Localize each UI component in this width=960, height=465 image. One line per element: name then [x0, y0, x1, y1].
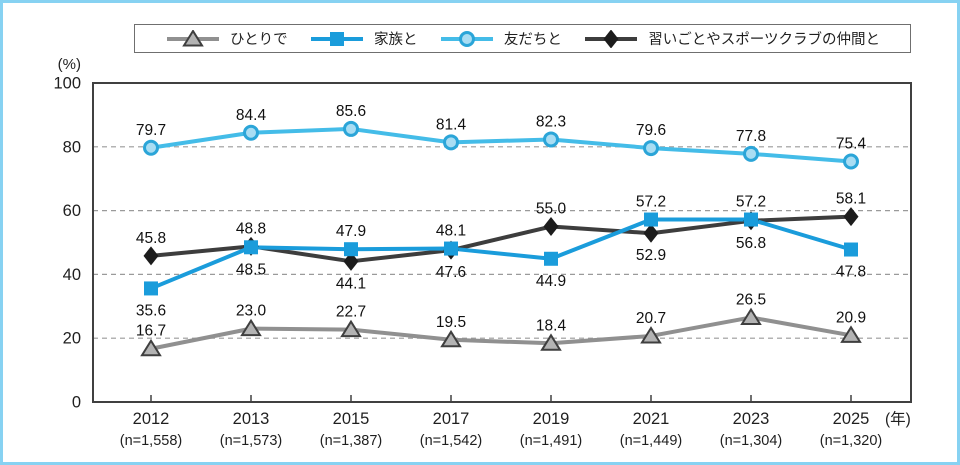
data-label: 22.7	[336, 304, 366, 321]
x-axis-labels: 2012 (n=1,558) 2013 (n=1,573) 2015 (n=1,387) 2…	[120, 395, 911, 449]
data-label: 48.8	[236, 220, 266, 237]
x-tick-n-label: (n=1,320)	[820, 433, 882, 449]
circle-marker-icon	[440, 30, 493, 47]
series-family-line	[150, 217, 852, 291]
gridlines	[93, 146, 911, 339]
data-label: 79.6	[636, 122, 666, 139]
legend-label: 友だちと	[503, 32, 562, 48]
series-family-value-labels: 35.6 48.5 47.9 48.1 44.9 57.2 57.2 47.8	[136, 194, 866, 320]
y-tick-label: 80	[63, 138, 81, 156]
series-alone-markers	[140, 307, 862, 357]
data-label: 81.4	[436, 116, 467, 133]
series-alone-value-labels: 16.7 23.0 22.7 19.5 18.4 20.7 26.5 20.9	[136, 291, 866, 339]
data-label: 47.6	[436, 264, 466, 281]
legend: ひとりで 家族と 友だちと 習いごとやスポーツクラブの仲間と	[134, 24, 911, 53]
data-label: 48.5	[236, 261, 266, 278]
y-axis-labels: 100 80 60 40 20 0	[53, 75, 81, 412]
triangle-marker-icon	[167, 29, 219, 46]
y-tick-label: 20	[63, 330, 81, 348]
y-tick-label: 60	[63, 202, 81, 220]
data-label: 20.7	[636, 310, 666, 327]
data-label: 77.8	[736, 128, 766, 145]
data-label: 18.4	[536, 317, 567, 334]
y-tick-label: 100	[53, 75, 81, 93]
legend-item-friends: 友だちと	[439, 28, 562, 49]
y-axis-unit-label: (%)	[58, 56, 81, 73]
y-tick-label: 0	[72, 394, 81, 412]
x-tick-year-label: 2021	[633, 410, 670, 428]
x-tick-year-label: 2025	[833, 410, 870, 428]
data-label: 55.0	[536, 201, 567, 218]
data-label: 47.9	[336, 223, 366, 240]
data-label: 19.5	[436, 314, 466, 331]
data-label: 26.5	[736, 291, 766, 308]
data-label: 56.8	[736, 235, 766, 252]
series-family-markers	[144, 212, 858, 296]
x-tick-n-label: (n=1,387)	[320, 433, 382, 449]
data-label: 44.9	[536, 273, 566, 290]
series-friends-markers	[143, 120, 859, 170]
x-tick-year-label: 2017	[433, 410, 470, 428]
data-label: 45.8	[136, 230, 166, 247]
data-label: 85.6	[336, 103, 366, 120]
x-tick-year-label: 2023	[733, 410, 770, 428]
x-tick-year-label: 2019	[533, 410, 570, 428]
data-label: 35.6	[136, 302, 166, 319]
legend-item-family: 家族と	[309, 28, 418, 49]
x-tick-year-label: 2013	[233, 410, 270, 428]
x-axis-unit-label: (年)	[885, 410, 911, 428]
data-label: 57.2	[736, 194, 766, 211]
data-label: 79.7	[136, 122, 166, 139]
x-tick-n-label: (n=1,491)	[520, 433, 582, 449]
square-marker-icon	[310, 31, 363, 46]
y-tick-label: 40	[63, 266, 81, 284]
series-alone-line	[150, 315, 852, 351]
legend-label: 家族と	[373, 32, 418, 48]
x-tick-n-label: (n=1,542)	[420, 433, 482, 449]
series-friends-value-labels: 79.7 84.4 85.6 81.4 82.3 79.6 77.8 75.4	[136, 103, 867, 153]
x-tick-n-label: (n=1,449)	[620, 433, 682, 449]
legend-label: 習いごとやスポーツクラブの仲間と	[648, 32, 880, 48]
data-label: 16.7	[136, 323, 166, 340]
data-label: 58.1	[836, 191, 866, 208]
series-friends-line	[150, 126, 852, 164]
x-tick-n-label: (n=1,304)	[720, 433, 782, 449]
legend-item-club-friends: 習いごとやスポーツクラブの仲間と	[583, 28, 880, 49]
data-label: 47.8	[836, 264, 866, 281]
series-club-friends-value-labels: 45.8 48.8 44.1 47.6 55.0 52.9 56.8 58.1	[136, 191, 866, 293]
x-tick-n-label: (n=1,573)	[220, 433, 282, 449]
data-label: 75.4	[836, 135, 867, 152]
x-tick-n-label: (n=1,558)	[120, 433, 182, 449]
data-label: 57.2	[636, 194, 666, 211]
data-label: 20.9	[836, 309, 866, 326]
x-tick-year-label: 2015	[333, 410, 370, 428]
data-label: 23.0	[236, 303, 267, 320]
legend-item-alone: ひとりで	[165, 28, 288, 49]
line-chart: 100 80 60 40 20 0 (%) 2012 (n=1,558) 2013 (n=1,573…	[53, 56, 912, 449]
data-label: 48.1	[436, 223, 466, 240]
legend-label: ひとりで	[230, 32, 288, 48]
data-label: 84.4	[236, 107, 267, 124]
plot-border	[92, 82, 912, 403]
diamond-marker-icon	[585, 29, 638, 48]
data-label: 52.9	[636, 247, 666, 264]
data-label: 44.1	[336, 275, 366, 292]
data-label: 82.3	[536, 113, 566, 130]
x-tick-year-label: 2012	[133, 410, 170, 428]
